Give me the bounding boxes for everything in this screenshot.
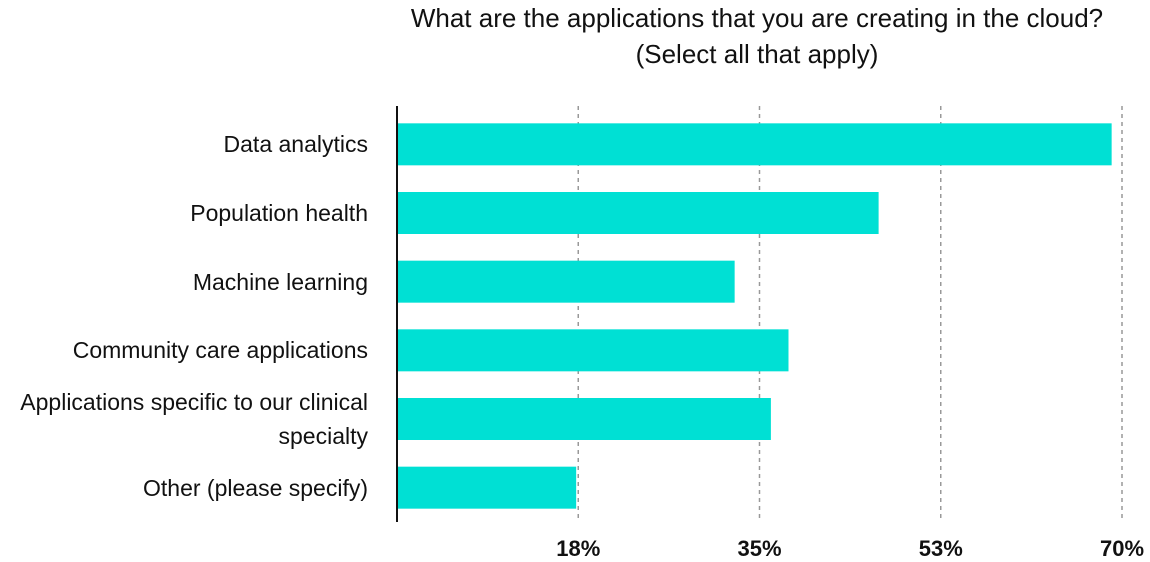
x-tick-label: 35%	[737, 536, 782, 561]
y-tick-label: Other (please specify)	[143, 474, 368, 501]
y-tick-label: Applications specific to our clinical sp…	[20, 389, 368, 449]
bar	[397, 398, 771, 440]
y-tick-label: Data analytics	[223, 131, 368, 158]
y-tick-label: Machine learning	[192, 268, 368, 295]
x-tick-label: 70%	[1099, 536, 1145, 561]
bar	[397, 466, 577, 509]
bar	[397, 123, 1112, 166]
bar	[397, 260, 735, 303]
x-tick-label: 53%	[918, 536, 963, 561]
bar	[397, 192, 879, 234]
y-tick-label: Community care applications	[72, 337, 368, 364]
bar	[397, 329, 789, 372]
y-tick-label: Population health	[190, 200, 368, 226]
chart-title: What are the applications that you are c…	[410, 3, 1104, 69]
x-tick-label: 18%	[556, 536, 601, 561]
